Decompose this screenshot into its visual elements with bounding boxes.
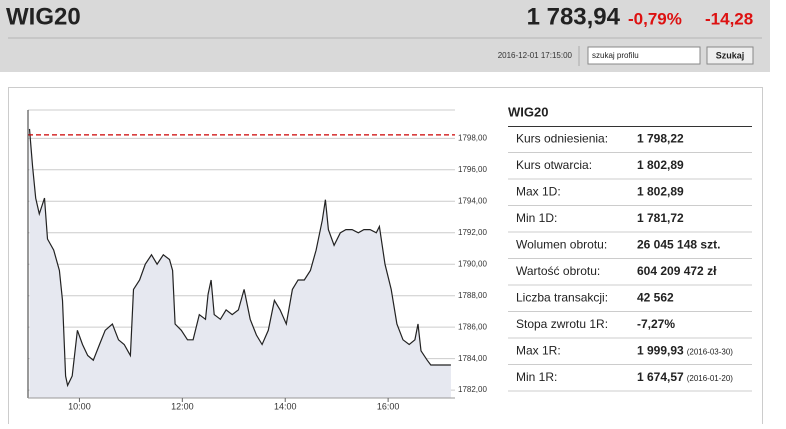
header-title: WIG20: [6, 3, 81, 30]
row-value: 604 209 472 zł: [637, 264, 717, 278]
chart: 1782,00 1784,00 1786,00 1788,00 1790,00 1792,…: [27, 109, 487, 411]
row-label: Liczba transakcji:: [516, 291, 608, 305]
y-tick-label: 1782,00: [458, 385, 487, 394]
row-value: 1 781,72: [637, 211, 684, 225]
row-label: Kurs odniesienia:: [516, 132, 608, 146]
row-label: Stopa zwrotu 1R:: [516, 317, 608, 331]
search-button-label: Szukaj: [716, 50, 745, 60]
row-value: 1 802,89: [637, 158, 684, 172]
row-value: 42 562: [637, 291, 674, 305]
row-note: (2016-01-20): [687, 374, 734, 383]
area: [29, 128, 451, 398]
x-tick-label: 10:00: [68, 401, 91, 411]
row-value: -7,27%: [637, 317, 675, 331]
price: 1 783,94: [527, 3, 621, 30]
x-tick-label: 12:00: [171, 401, 194, 411]
row-value: 1 999,93: [637, 344, 684, 358]
search-button[interactable]: [706, 46, 754, 65]
row-value: 1 674,57: [637, 370, 684, 384]
x-tick-label: 16:00: [377, 401, 400, 411]
y-tick-label: 1794,00: [458, 196, 487, 205]
y-tick-label: 1784,00: [458, 354, 487, 363]
y-tick-label: 1798,00: [458, 133, 487, 142]
row-note: (2016-03-30): [687, 348, 734, 357]
y-tick-label: 1790,00: [458, 259, 487, 268]
row-label: Wolumen obrotu:: [516, 238, 607, 252]
search-input[interactable]: [587, 46, 701, 65]
row-label: Max 1R:: [516, 344, 561, 358]
table-title: WIG20: [508, 104, 548, 119]
y-tick-label: 1796,00: [458, 165, 487, 174]
search-placeholder: szukaj profilu: [592, 51, 639, 60]
row-label: Wartość obrotu:: [516, 264, 600, 278]
price-line: [28, 128, 451, 388]
change-pct: -0,79%: [628, 9, 682, 28]
row-label: Min 1D:: [516, 211, 557, 225]
y-tick-label: 1788,00: [458, 291, 487, 300]
row-value: 1 802,89: [637, 185, 684, 199]
timestamp: 2016-12-01 17:15:00: [498, 51, 573, 60]
y-tick-label: 1792,00: [458, 228, 487, 237]
row-value: 26 045 148 szt.: [637, 238, 720, 252]
row-value: 1 798,22: [637, 132, 684, 146]
change: -14,28: [705, 9, 753, 28]
quote-table: WIG20 Kurs odniesienia: 1 798,22 Kurs otwa…: [508, 104, 752, 392]
y-tick-label: 1786,00: [458, 322, 487, 331]
x-tick-label: 14:00: [274, 401, 297, 411]
row-label: Kurs otwarcia:: [516, 158, 592, 172]
row-label: Max 1D:: [516, 185, 561, 199]
row-label: Min 1R:: [516, 370, 557, 384]
